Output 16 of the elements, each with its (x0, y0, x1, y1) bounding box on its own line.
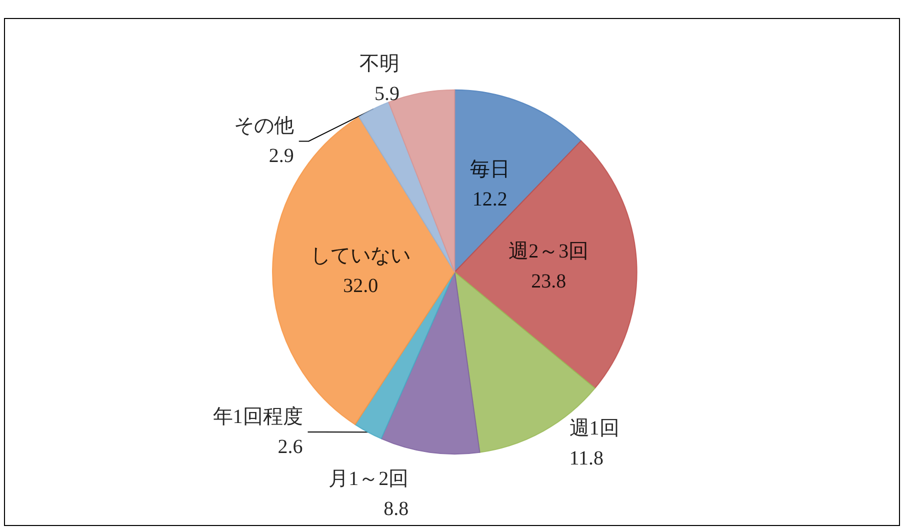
slice-label: 不明 (360, 53, 400, 76)
slice-label: 月1～2回 (328, 468, 409, 490)
slice-label: 年1回程度 (212, 406, 303, 428)
slice-label: していない (310, 244, 411, 267)
slice-label: 週1回 (569, 417, 620, 440)
data-label: 2.6 (278, 436, 303, 458)
data-label: 11.8 (569, 447, 604, 470)
data-label: 2.9 (268, 145, 294, 168)
slice-label: 週2～3回 (508, 240, 589, 263)
slice-label: 毎日 (470, 158, 510, 181)
data-label: 32.0 (343, 274, 378, 297)
data-label: 12.2 (472, 188, 508, 211)
data-label: 8.8 (384, 498, 409, 520)
data-label: 5.9 (374, 83, 400, 106)
slice-label: その他 (234, 115, 294, 138)
data-label: 23.8 (531, 270, 566, 293)
